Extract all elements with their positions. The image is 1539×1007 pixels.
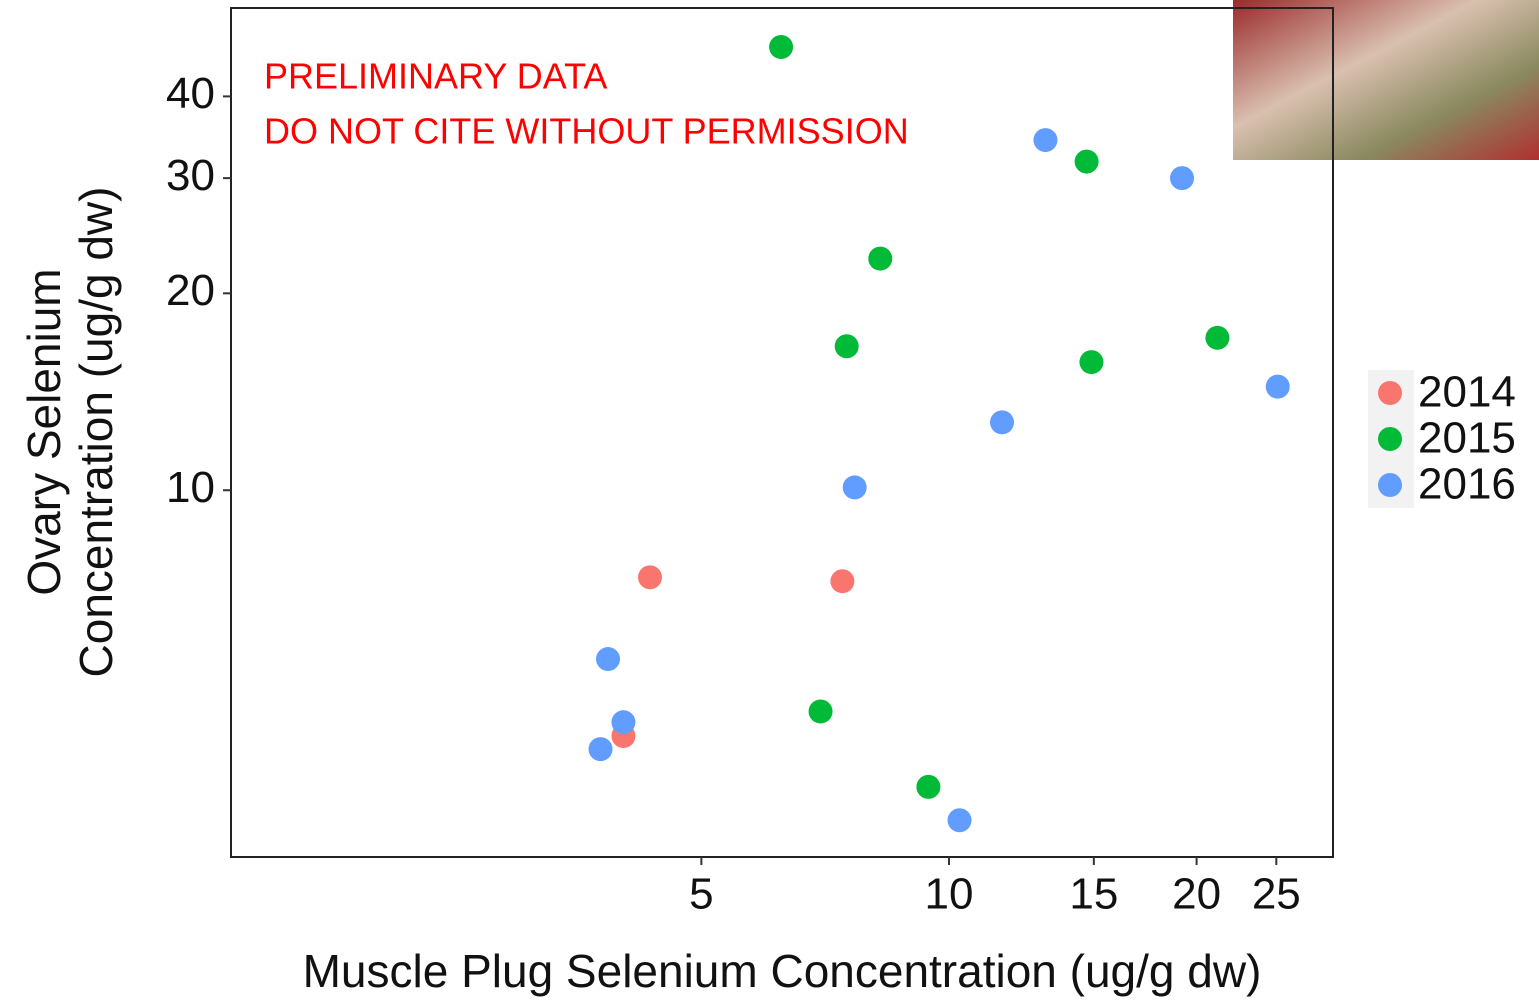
point	[769, 34, 794, 59]
x-tick-label: 15	[1069, 870, 1118, 919]
legend-marker	[1378, 473, 1402, 497]
point	[1033, 128, 1058, 153]
y-tick-label: 10	[166, 463, 215, 512]
point	[1265, 374, 1290, 399]
y-tick-label: 40	[166, 69, 215, 118]
photo	[1233, 0, 1539, 160]
point	[808, 699, 833, 724]
point	[868, 246, 893, 271]
point	[834, 334, 859, 359]
point	[1079, 350, 1104, 375]
point	[596, 647, 621, 672]
point	[611, 710, 636, 735]
annotation: DO NOT CITE WITHOUT PERMISSION	[264, 111, 909, 152]
y-axis-title: Ovary Selenium	[18, 268, 70, 595]
annotation: PRELIMINARY DATA	[264, 56, 607, 97]
legend-label: 2016	[1418, 460, 1516, 509]
point	[947, 808, 972, 833]
point	[830, 569, 855, 594]
point	[588, 737, 613, 762]
plot-frame	[230, 7, 1334, 858]
x-tick-label: 5	[689, 870, 713, 919]
point	[916, 774, 941, 799]
x-tick-label: 25	[1252, 870, 1301, 919]
point	[990, 410, 1015, 435]
legend-marker	[1378, 381, 1402, 405]
legend-label: 2015	[1418, 414, 1516, 463]
y-axis-title: Concentration (ug/g dw)	[70, 187, 122, 678]
point	[842, 475, 867, 500]
y-tick-label: 20	[166, 266, 215, 315]
x-axis-title: Muscle Plug Selenium Concentration (ug/g…	[303, 945, 1262, 997]
legend-marker	[1378, 427, 1402, 451]
point	[1074, 149, 1099, 174]
legend-label: 2014	[1418, 368, 1516, 417]
x-tick-label: 20	[1172, 870, 1221, 919]
x-tick-label: 10	[925, 870, 974, 919]
point	[637, 565, 662, 590]
point	[1170, 166, 1195, 191]
point	[1205, 325, 1230, 350]
y-tick-label: 30	[166, 151, 215, 200]
